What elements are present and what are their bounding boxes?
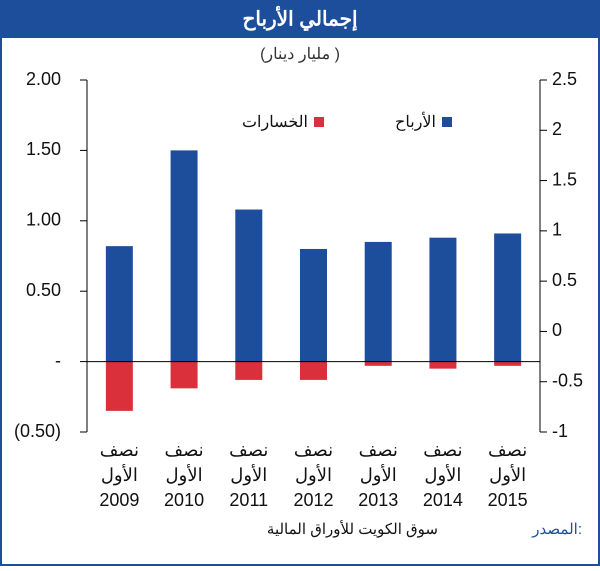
bar (300, 361, 327, 380)
x-tick-label: الأول (489, 463, 526, 486)
bar (235, 361, 263, 380)
bar (170, 361, 198, 389)
x-tick-label: 2012 (293, 490, 333, 510)
x-tick-label: نصف (423, 440, 462, 460)
x-tick-label: نصف (164, 440, 203, 460)
x-tick-label: نصف (359, 440, 398, 460)
x-tick-label: 2014 (423, 490, 463, 510)
y-tick-label: (0.50) (14, 421, 61, 441)
legend-label: الخسارات (242, 114, 308, 131)
x-tick-label: 2015 (488, 490, 528, 510)
bar (300, 248, 327, 362)
y-tick-label: 1.00 (26, 210, 61, 230)
bar (364, 361, 392, 366)
bar (429, 361, 457, 369)
legend-swatch (442, 117, 452, 127)
x-tick-label: الأول (424, 463, 461, 486)
x-tick-label: نصف (294, 440, 333, 460)
y-tick-label: 0.50 (26, 280, 61, 300)
x-tick-label: 2009 (99, 490, 139, 510)
y2-tick-label: 1.5 (552, 169, 577, 189)
bar (170, 150, 198, 362)
y-tick-label: 1.50 (26, 139, 61, 159)
y-tick-label: - (55, 350, 61, 370)
source-label: المصدر: (531, 521, 582, 538)
bar (429, 237, 457, 362)
bar (105, 361, 133, 411)
bar (105, 246, 133, 362)
x-tick-label: 2010 (164, 490, 204, 510)
bar (235, 209, 263, 362)
y2-tick-label: 0 (552, 320, 562, 340)
bar (364, 241, 392, 362)
y2-tick-label: 1 (552, 220, 562, 240)
x-tick-label: الأول (101, 463, 138, 486)
x-tick-label: الأول (166, 463, 203, 486)
y2-tick-label: 0.5 (552, 270, 577, 290)
y-tick-label: 2.00 (26, 69, 61, 89)
source: سوق الكويت للأوراق المالية (267, 520, 438, 538)
x-tick-label: نصف (229, 440, 268, 460)
x-tick-label: نصف (488, 440, 527, 460)
chart-subtitle: (مليار دينار ) (260, 46, 340, 63)
legend-label: الأرباح (395, 112, 436, 131)
x-tick-label: الأول (230, 463, 267, 486)
y2-tick-label: 2 (552, 119, 562, 139)
x-tick-label: الأول (295, 463, 332, 486)
legend-swatch (314, 117, 324, 127)
x-tick-label: الأول (360, 463, 397, 486)
y2-tick-label: -1 (552, 421, 568, 441)
x-tick-label: نصف (100, 440, 139, 460)
header-bar (0, 0, 600, 38)
y2-tick-label: -0.5 (552, 370, 583, 390)
y2-tick-label: 2.5 (552, 69, 577, 89)
chart-title: إجمالي الأرباح (242, 5, 357, 31)
x-tick-label: 2013 (358, 490, 398, 510)
bar (494, 233, 522, 362)
x-tick-label: 2011 (229, 490, 268, 510)
bar (494, 361, 522, 366)
